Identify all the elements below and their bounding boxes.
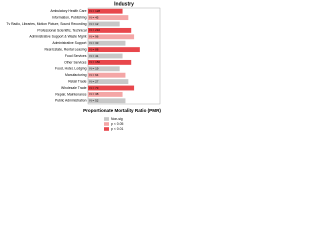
bar-text: N = 210 (90, 28, 101, 32)
bar (88, 91, 123, 97)
bar-text: N = 88 (90, 47, 99, 51)
bar-text: N = 96 (90, 35, 99, 39)
category-label: Manufacturing (65, 73, 87, 77)
legend-label: p < 0.01 (111, 127, 123, 131)
bar (88, 27, 132, 33)
chart: Industry Proportionate Mortality Ratio (… (6, 1, 161, 131)
chart-title: Industry (114, 1, 134, 7)
bar (88, 34, 135, 40)
bar (88, 21, 120, 27)
bar (88, 79, 129, 85)
legend-swatch (104, 122, 109, 126)
category-label: Real Estate, Rental Leasing (44, 47, 86, 51)
bar-text: N = 150 (90, 60, 101, 64)
category-label: Repair, Maintenance (55, 92, 86, 96)
bar-text: N = 73 (90, 86, 99, 90)
x-axis-label: Proportionate Mortality Ratio (PMR) (83, 108, 161, 113)
legend-swatch (104, 117, 109, 121)
bar-text: N = 128 (90, 9, 101, 13)
bar-text: N = 52 (90, 99, 99, 103)
bar (88, 15, 129, 21)
bar (88, 66, 120, 72)
bar-text: N = 45 (90, 15, 99, 19)
category-label: Tv Radio, Libraries, Motion Picture, Sou… (6, 22, 86, 26)
bar-text: N = 33 (90, 41, 99, 45)
bar (88, 59, 132, 65)
legend-label: p < 0.05 (111, 122, 123, 126)
bar (88, 85, 135, 91)
category-label: Food Services (65, 54, 87, 58)
category-label: Public Administration (55, 99, 87, 103)
bar (88, 53, 123, 59)
bar (88, 40, 126, 46)
category-label: Other Services (64, 60, 87, 64)
bar (88, 47, 140, 53)
bar-text: N = 41 (90, 54, 99, 58)
category-label: Administrative Support (52, 41, 86, 45)
category-label: Food, Hotel, Lodging (55, 67, 87, 71)
bar (88, 8, 123, 14)
category-label: Professional Scientific, Technical (37, 28, 86, 32)
bar (88, 72, 126, 78)
page: {"chart_data": {"type": "bar", "orientat… (0, 0, 162, 135)
legend-swatch (104, 127, 109, 131)
category-label: Wholesale Trade (61, 86, 87, 90)
category-label: Information, Publishing (52, 15, 87, 19)
category-label: Administrative Support & Waste Mgmt (29, 35, 86, 39)
category-label: Retail Trade (68, 79, 86, 83)
bar-text: N = 64 (90, 73, 99, 77)
legend-label: Non-sig (111, 117, 123, 121)
category-label: Ambulatory Health Care (50, 9, 86, 13)
bar-text: N = 27 (90, 79, 99, 83)
bar (88, 98, 126, 104)
bar-text: N = 19 (90, 67, 99, 71)
bar-text: N = 38 (90, 92, 99, 96)
bar-text: N = 12 (90, 22, 99, 26)
